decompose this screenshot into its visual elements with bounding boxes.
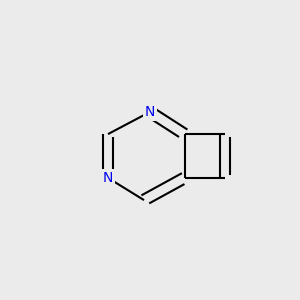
Text: N: N [103,171,113,185]
Text: N: N [145,105,155,119]
